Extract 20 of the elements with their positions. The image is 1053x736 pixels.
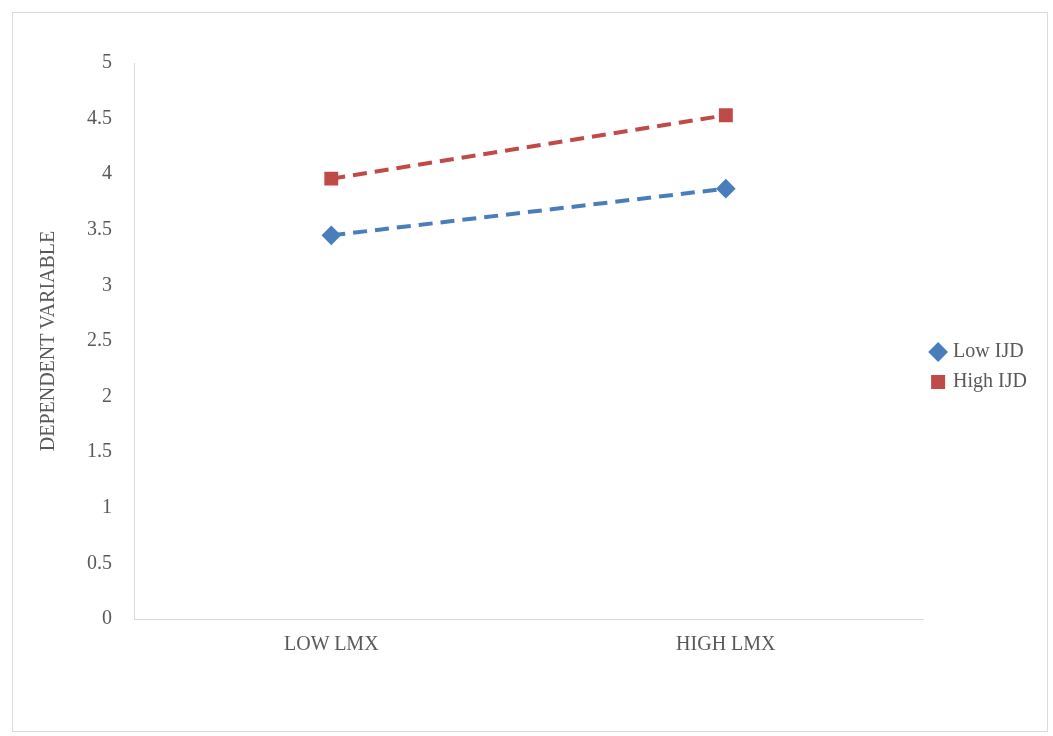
x-tick-label: HIGH LMX bbox=[676, 632, 777, 655]
y-tick-label: 2 bbox=[102, 383, 112, 406]
y-tick-label: 3 bbox=[102, 272, 112, 295]
y-tick-label: 1 bbox=[102, 495, 112, 518]
y-tick-label: 0.5 bbox=[87, 550, 112, 573]
y-axis-title: DEPENDENT VARIABLE bbox=[36, 230, 59, 452]
y-tick-label: 4.5 bbox=[87, 105, 112, 128]
point bbox=[324, 171, 339, 186]
point bbox=[322, 226, 341, 245]
point bbox=[718, 108, 733, 123]
y-tick-label: 0 bbox=[102, 606, 112, 629]
y-tick-label: 2.5 bbox=[87, 328, 112, 351]
y-tick-label: 1.5 bbox=[87, 439, 112, 462]
point bbox=[716, 179, 735, 198]
legend-label: Low IJD bbox=[953, 339, 1024, 362]
y-tick-label: 3.5 bbox=[87, 217, 112, 240]
y-tick-label: 5 bbox=[102, 50, 112, 73]
y-tick-label: 4 bbox=[102, 161, 112, 184]
x-tick-label: LOW LMX bbox=[283, 632, 380, 655]
legend-label: High IJD bbox=[953, 369, 1027, 393]
